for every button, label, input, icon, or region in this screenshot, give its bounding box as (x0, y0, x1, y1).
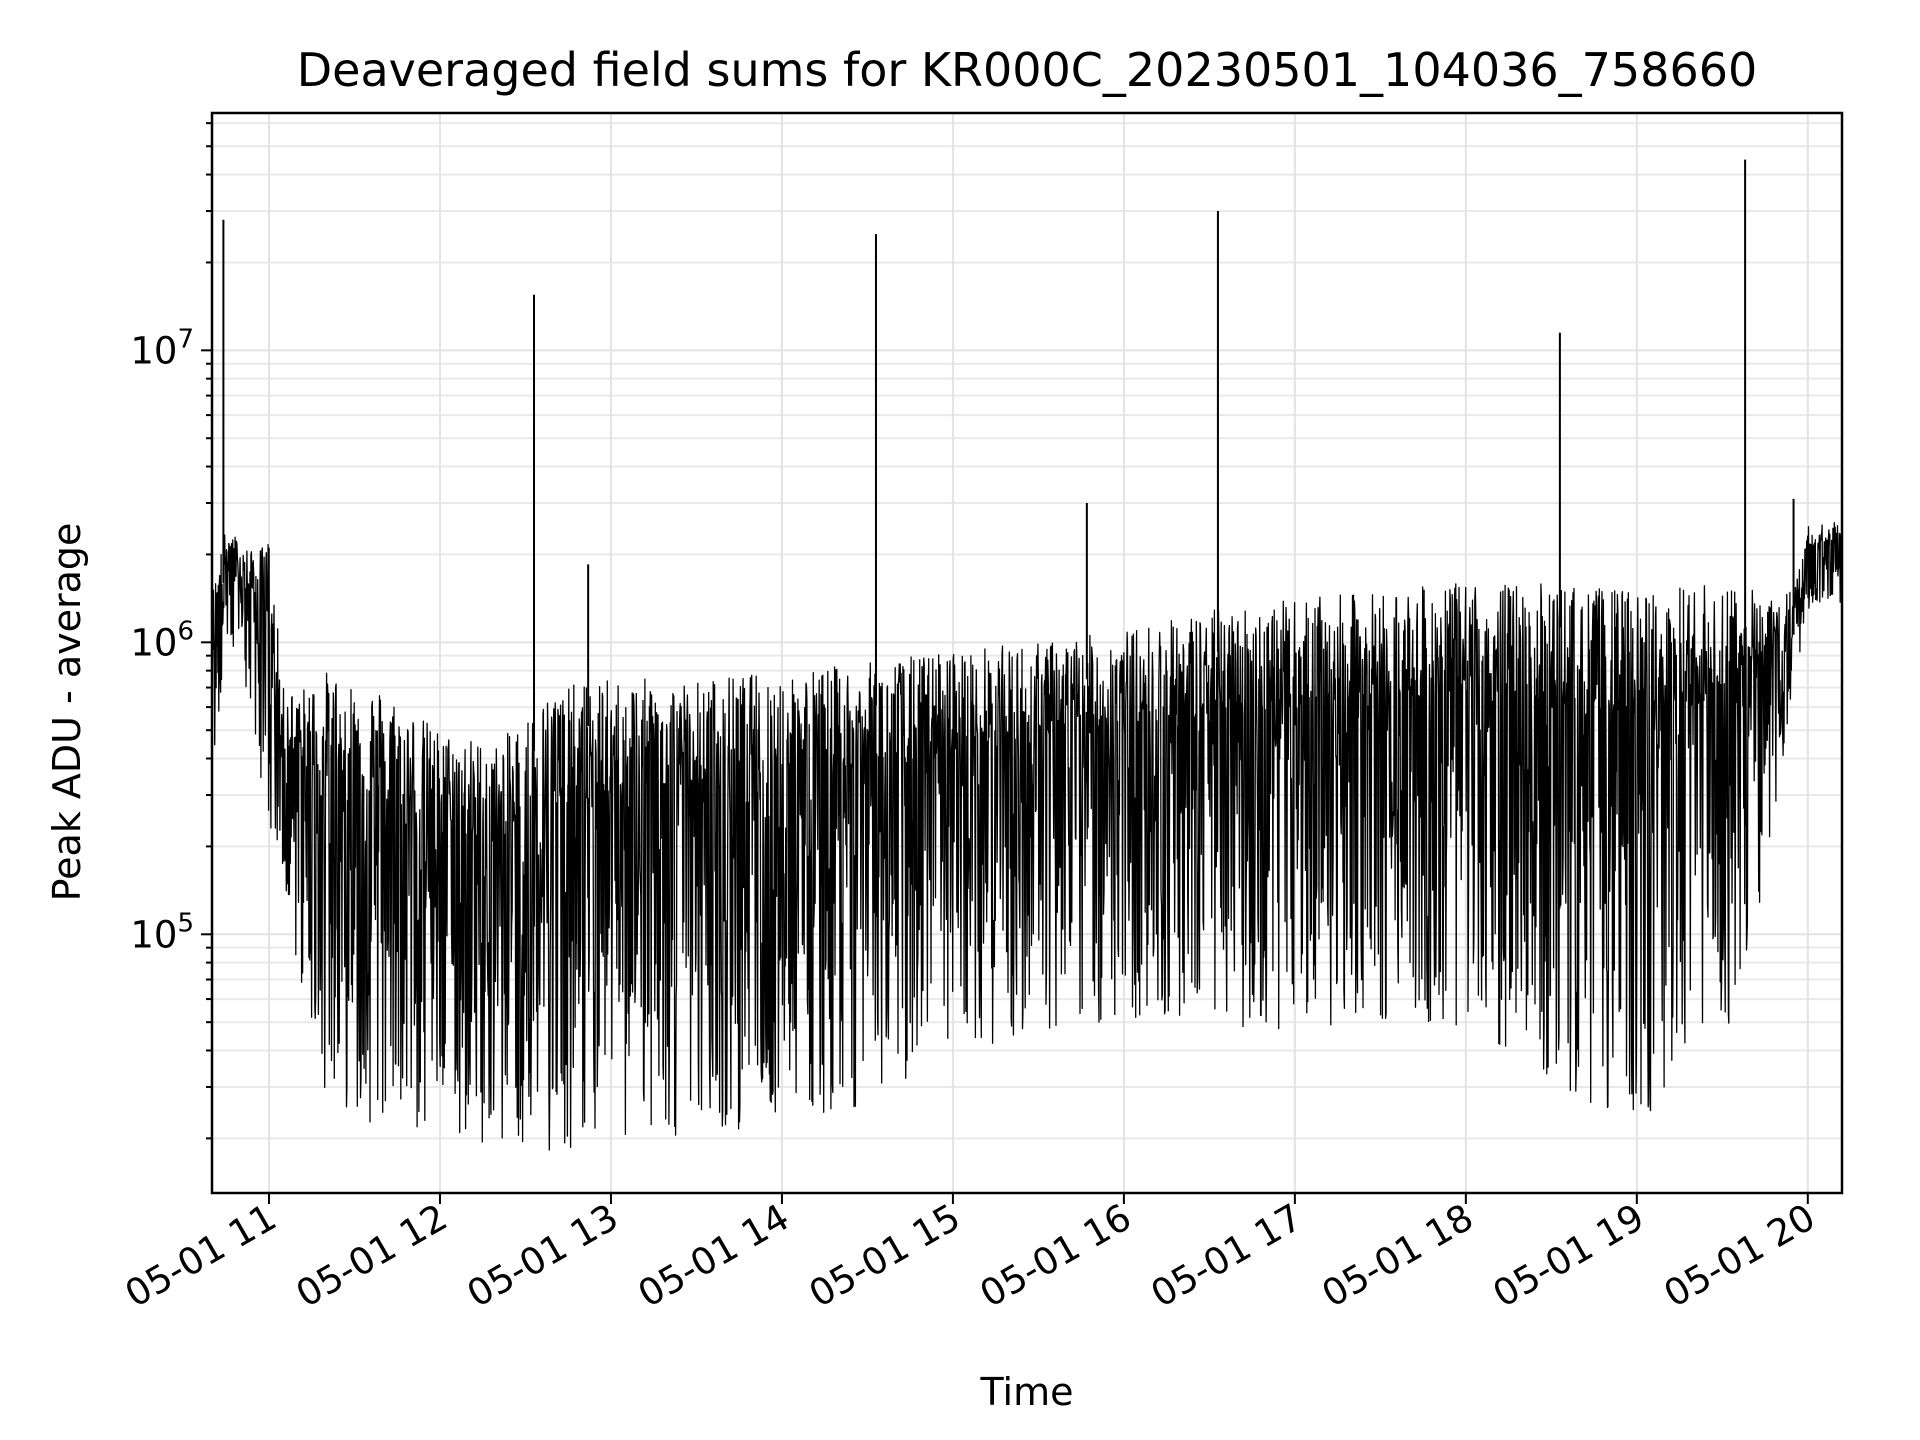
x-axis-label: Time (980, 1370, 1074, 1414)
chart-title: Deaveraged field sums for KR000C_2023050… (297, 43, 1758, 97)
plot-frame (210, 111, 1844, 1195)
y-axis-label: Peak ADU - average (45, 523, 89, 902)
y-tick-label: 105 (130, 908, 194, 956)
series-group (211, 159, 1843, 1151)
ticks (201, 122, 1809, 1204)
y-tick-label: 106 (130, 616, 194, 664)
series-line (211, 522, 1843, 1151)
